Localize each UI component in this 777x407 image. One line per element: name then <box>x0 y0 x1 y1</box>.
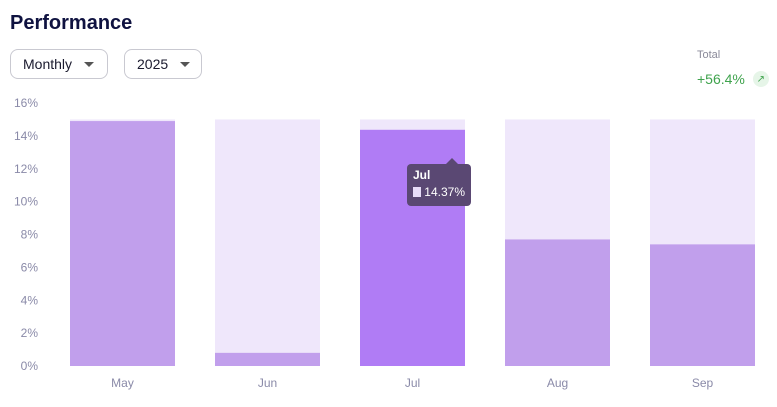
y-tick-label: 8% <box>21 228 39 242</box>
tooltip-swatch <box>413 187 422 197</box>
y-tick-label: 14% <box>14 129 38 143</box>
x-tick-label: Jul <box>405 376 420 390</box>
chevron-down-icon <box>180 61 191 67</box>
y-tick-label: 6% <box>21 260 39 274</box>
bar-background <box>215 119 320 366</box>
x-tick-label: Aug <box>547 376 568 390</box>
bar <box>215 352 320 366</box>
tooltip-title: Jul <box>413 168 431 182</box>
total-value: +56.4% <box>697 71 745 87</box>
total-value-row: +56.4% ↗ <box>697 71 769 87</box>
x-tick-label: May <box>111 376 134 390</box>
page-title: Performance <box>10 12 133 34</box>
y-tick-label: 2% <box>21 326 39 340</box>
y-tick-label: 16% <box>14 96 38 110</box>
chart-tooltip: Jul 14.37% <box>407 158 471 206</box>
chevron-down-icon <box>84 61 95 67</box>
tooltip-value: 14.37% <box>424 185 465 199</box>
y-tick-label: 4% <box>21 293 39 307</box>
period-select[interactable]: Monthly <box>10 49 108 79</box>
year-select[interactable]: 2025 <box>124 49 202 79</box>
bar <box>650 244 755 366</box>
y-tick-label: 12% <box>14 162 38 176</box>
total-label: Total <box>697 49 721 61</box>
y-tick-label: 10% <box>14 195 38 209</box>
period-select-value: Monthly <box>23 56 73 72</box>
y-tick-label: 0% <box>21 359 39 373</box>
x-tick-label: Jun <box>258 376 277 390</box>
tooltip-row: 14.37% <box>413 185 465 199</box>
bar <box>505 239 610 366</box>
bar <box>70 121 175 366</box>
x-tick-label: Sep <box>692 376 714 390</box>
year-select-value: 2025 <box>137 56 169 72</box>
arrow-up-right-icon: ↗ <box>752 71 769 87</box>
